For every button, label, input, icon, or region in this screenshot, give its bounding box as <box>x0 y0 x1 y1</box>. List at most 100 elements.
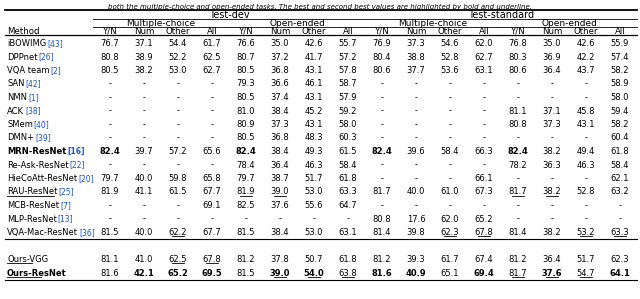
Text: -: - <box>483 120 486 129</box>
Text: 59.2: 59.2 <box>339 106 357 115</box>
Text: 67.3: 67.3 <box>475 187 493 196</box>
Text: 41.0: 41.0 <box>135 255 153 264</box>
Text: 81.5: 81.5 <box>237 228 255 237</box>
Text: DPPnet: DPPnet <box>7 53 38 62</box>
Text: 37.3: 37.3 <box>271 120 289 129</box>
Text: 40.0: 40.0 <box>135 174 153 183</box>
Text: 57.2: 57.2 <box>339 53 357 62</box>
Text: -: - <box>211 161 214 170</box>
Text: -: - <box>109 133 111 143</box>
Text: Test-standard: Test-standard <box>468 10 534 20</box>
Text: 62.2: 62.2 <box>169 228 188 237</box>
Text: Ours-VGG: Ours-VGG <box>7 255 48 264</box>
Text: 81.9: 81.9 <box>237 187 255 196</box>
Text: 81.2: 81.2 <box>372 255 391 264</box>
Text: -: - <box>550 93 554 102</box>
Text: 61.8: 61.8 <box>339 174 357 183</box>
Text: 81.7: 81.7 <box>372 187 391 196</box>
Text: 38.2: 38.2 <box>543 187 561 196</box>
Text: 67.7: 67.7 <box>203 228 221 237</box>
Text: 62.3: 62.3 <box>611 255 629 264</box>
Text: 63.3: 63.3 <box>339 187 357 196</box>
Text: [39]: [39] <box>35 133 51 143</box>
Text: -: - <box>278 214 282 223</box>
Text: -: - <box>381 93 383 102</box>
Text: 38.7: 38.7 <box>271 174 289 183</box>
Text: 61.8: 61.8 <box>339 255 357 264</box>
Text: 62.7: 62.7 <box>475 53 493 62</box>
Text: All: All <box>207 27 218 36</box>
Text: 51.7: 51.7 <box>577 255 595 264</box>
Text: [22]: [22] <box>70 161 85 170</box>
Text: 65.2: 65.2 <box>168 269 188 277</box>
Text: Open-ended: Open-ended <box>541 19 597 28</box>
Text: -: - <box>109 214 111 223</box>
Text: 81.5: 81.5 <box>237 269 255 277</box>
Text: 80.8: 80.8 <box>100 53 119 62</box>
Text: -: - <box>381 80 383 89</box>
Text: [25]: [25] <box>58 187 74 196</box>
Text: 36.6: 36.6 <box>271 80 289 89</box>
Text: 66.1: 66.1 <box>475 174 493 183</box>
Text: 81.4: 81.4 <box>509 228 527 237</box>
Text: -: - <box>381 161 383 170</box>
Text: Multiple-choice: Multiple-choice <box>399 19 468 28</box>
Text: 62.5: 62.5 <box>203 53 221 62</box>
Text: All: All <box>479 27 490 36</box>
Text: 81.2: 81.2 <box>237 255 255 264</box>
Text: SAN: SAN <box>7 80 24 89</box>
Text: -: - <box>483 161 486 170</box>
Text: -: - <box>211 214 214 223</box>
Text: 48.3: 48.3 <box>305 133 323 143</box>
Text: 53.0: 53.0 <box>305 228 323 237</box>
Text: -: - <box>483 133 486 143</box>
Text: -: - <box>483 106 486 115</box>
Text: 36.8: 36.8 <box>271 133 289 143</box>
Text: 36.3: 36.3 <box>543 161 561 170</box>
Text: -: - <box>109 161 111 170</box>
Text: 62.5: 62.5 <box>169 255 188 264</box>
Text: -: - <box>415 174 417 183</box>
Text: DMN+: DMN+ <box>7 133 34 143</box>
Text: 69.4: 69.4 <box>474 269 494 277</box>
Text: 62.3: 62.3 <box>441 228 460 237</box>
Text: -: - <box>449 93 451 102</box>
Text: 37.3: 37.3 <box>406 39 426 48</box>
Text: 53.0: 53.0 <box>169 66 188 75</box>
Text: -: - <box>449 106 451 115</box>
Text: 41.1: 41.1 <box>135 187 153 196</box>
Text: -: - <box>143 106 145 115</box>
Text: Multiple-choice: Multiple-choice <box>127 19 196 28</box>
Text: 67.8: 67.8 <box>203 255 221 264</box>
Text: 55.9: 55.9 <box>611 39 629 48</box>
Text: -: - <box>449 80 451 89</box>
Text: -: - <box>415 80 417 89</box>
Text: 81.7: 81.7 <box>509 269 527 277</box>
Text: -: - <box>516 133 520 143</box>
Text: Method: Method <box>7 27 40 36</box>
Text: RAU-ResNet: RAU-ResNet <box>7 187 58 196</box>
Text: Num: Num <box>542 27 562 36</box>
Text: 36.4: 36.4 <box>271 161 289 170</box>
Text: -: - <box>449 133 451 143</box>
Text: 38.2: 38.2 <box>543 228 561 237</box>
Text: 63.3: 63.3 <box>611 228 629 237</box>
Text: Y/N: Y/N <box>102 27 117 36</box>
Text: 53.0: 53.0 <box>305 187 323 196</box>
Text: -: - <box>109 80 111 89</box>
Text: -: - <box>516 174 520 183</box>
Text: [43]: [43] <box>47 39 63 48</box>
Text: 37.7: 37.7 <box>406 66 426 75</box>
Text: [16]: [16] <box>67 147 85 156</box>
Text: Y/N: Y/N <box>239 27 253 36</box>
Text: 46.1: 46.1 <box>305 80 323 89</box>
Text: -: - <box>346 214 349 223</box>
Text: Num: Num <box>270 27 290 36</box>
Text: Other: Other <box>438 27 462 36</box>
Text: 52.2: 52.2 <box>169 53 187 62</box>
Text: 80.9: 80.9 <box>237 120 255 129</box>
Text: Y/N: Y/N <box>511 27 525 36</box>
Text: -: - <box>449 201 451 210</box>
Text: 49.3: 49.3 <box>305 147 323 156</box>
Text: 37.4: 37.4 <box>271 93 289 102</box>
